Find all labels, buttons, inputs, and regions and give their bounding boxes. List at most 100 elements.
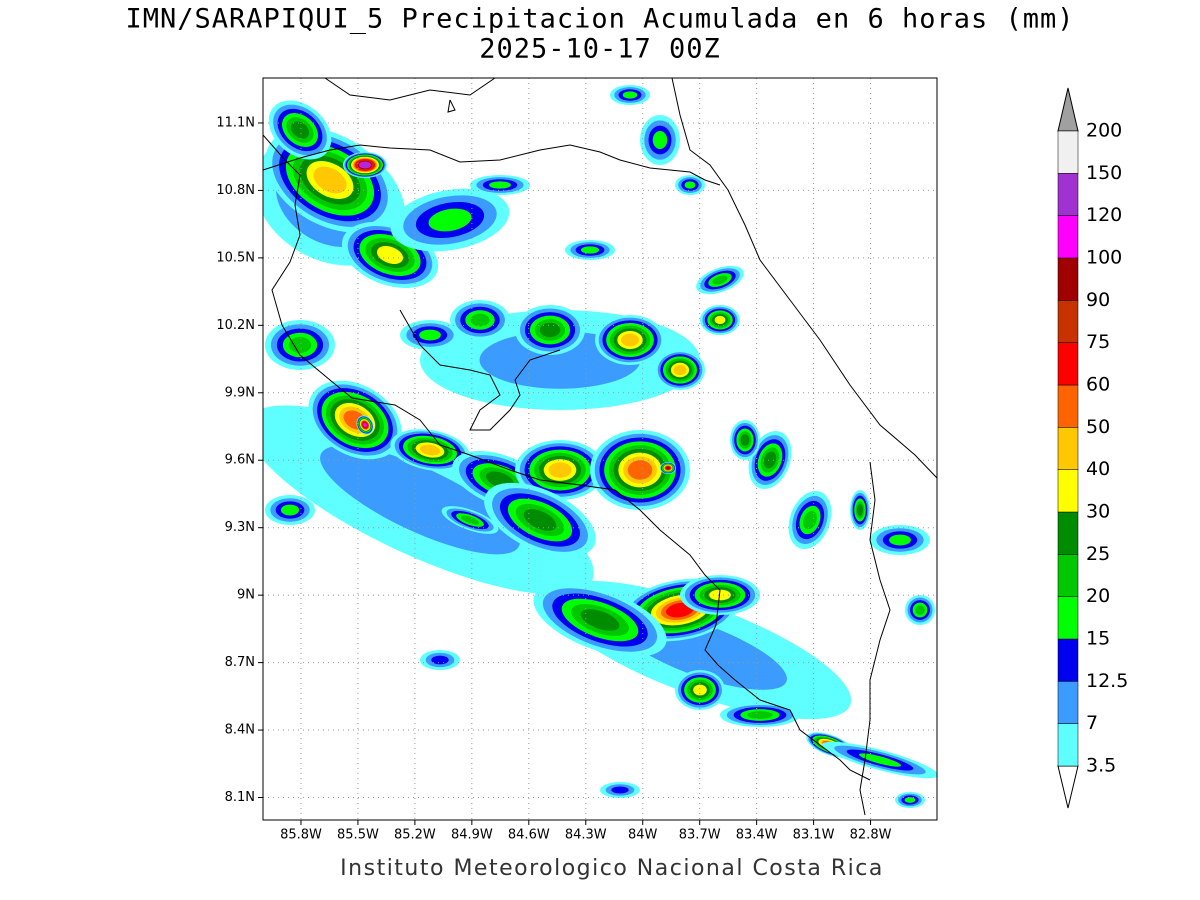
precip-area [675,670,725,710]
colorbar-segment [1057,130,1079,174]
precip-contour [290,121,310,139]
precip-area [905,595,935,625]
x-tick-label: 85.8W [280,828,322,843]
precip-contour [652,130,668,150]
precip-contour [666,466,670,470]
colorbar-label: 60 [1086,374,1110,396]
colorbar-segment [1057,638,1079,682]
precip-area [610,85,650,105]
colorbar-segment [1057,511,1079,555]
precip-contour [803,510,817,530]
precip-contour [627,460,653,480]
precip-contour [539,322,561,338]
precip-contour [763,451,777,469]
y-tick-label: 10.8N [216,183,255,198]
x-tick-label: 84.3W [565,828,607,843]
precip-contour [857,504,863,516]
y-tick-label: 10.5N [216,250,255,265]
y-tick-label: 8.1N [225,790,255,805]
precip-area [450,300,510,340]
precip-contour [313,166,347,194]
x-tick-label: 83.1W [793,828,835,843]
colorbar-label: 30 [1086,501,1110,523]
colorbar-segment [1057,554,1079,597]
colorbar: 3.5 7 12.5 15 20 25 30 40 50 60 75 90 100 120 150 200 [1057,87,1128,809]
precip-contour [904,797,916,803]
precip-contour [889,534,911,546]
colorbar-segment [1057,384,1079,428]
precip-contour [712,275,728,285]
colorbar-label: 90 [1086,289,1110,311]
precip-contour [548,462,572,478]
colorbar-segment [1057,173,1079,216]
precip-area [356,415,374,435]
precip-contour [622,91,638,99]
precip-area [680,575,760,615]
precip-area [640,115,680,165]
colorbar-segment [1057,427,1079,470]
precip-area [821,741,937,779]
precip-area [895,792,925,808]
precip-contour [470,313,490,327]
precip-area [696,265,744,295]
x-tick-label: 84W [628,828,658,843]
precip-contour [693,684,707,696]
colorbar-segment [1057,342,1079,386]
precip-contour [419,329,441,341]
colorbar-label: 150 [1086,162,1122,184]
precip-area [420,650,460,670]
precip-area [565,240,615,260]
colorbar-label: 7 [1086,712,1098,734]
map-frame [262,77,938,821]
precip-contour [419,444,441,456]
precip-area [441,506,499,534]
colorbar-label: 20 [1086,585,1110,607]
y-tick-label: 8.7N [225,655,255,670]
border [263,144,721,186]
precip-contour [363,422,367,428]
precip-area [390,188,510,252]
precip-area [265,320,335,370]
precip-contour [431,655,449,665]
precip-area [590,430,690,510]
precip-area [390,429,470,471]
colorbar-segment [1057,681,1079,724]
y-tick-label: 9.3N [225,520,255,535]
precip-contour [621,333,639,347]
precip-area [600,782,640,798]
x-tick-label: 85.5W [337,828,379,843]
colorbar-under [1057,765,1079,809]
precip-area [660,462,676,474]
precip-contour [611,786,629,794]
coastline [263,134,871,781]
precip-area [720,703,800,727]
colorbar-segment [1057,723,1079,767]
x-tick-label: 83.7W [679,828,721,843]
colorbar-label: 200 [1086,120,1122,142]
colorbar-segment [1057,300,1079,343]
y-tick-label: 8.4N [225,723,255,738]
precip-area [870,525,930,555]
grid: 85.8W 85.5W 85.2W 84.9W 84.6W 84.3W 84W 83.7W 83… [216,78,937,843]
colorbar-over [1057,87,1079,132]
precip-area [533,583,667,657]
precip-area [343,152,387,178]
colorbar-label: 120 [1086,204,1122,226]
coastline [324,78,496,101]
precip-area [484,482,596,558]
precip-area [268,100,332,160]
colorbar-label: 3.5 [1086,755,1116,777]
precip-contour [684,181,696,189]
precip-contour [740,434,750,446]
precip-area [470,175,530,195]
precip-contour [666,602,694,618]
precip-area [788,490,832,550]
precip-contour [915,605,925,615]
precip-field [263,85,937,808]
precip-area [265,495,315,525]
colorbar-label: 75 [1086,331,1110,353]
y-tick-label: 9N [237,588,255,603]
precip-contour [714,315,726,325]
colorbar-label: 25 [1086,543,1110,565]
y-tick-label: 9.9N [225,385,255,400]
